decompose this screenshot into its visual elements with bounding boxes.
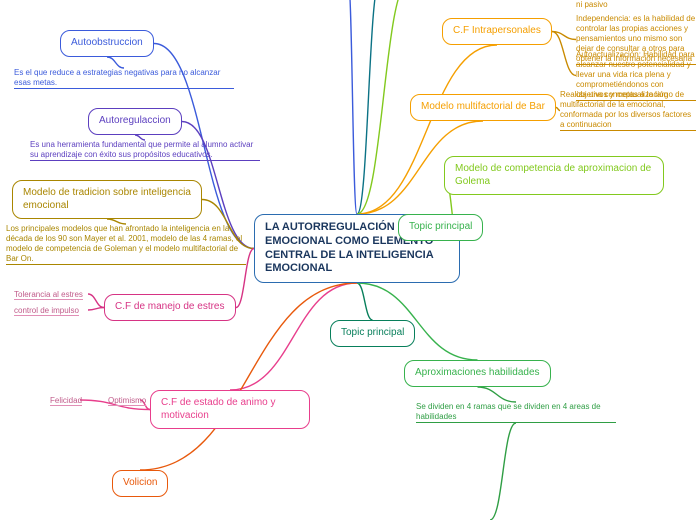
- node-animo[interactable]: C.F de estado de animo y motivacion: [150, 390, 310, 429]
- node-tp2[interactable]: Topic principal: [330, 320, 415, 347]
- node-volicion[interactable]: Volicion: [112, 470, 168, 497]
- tag-label: control de impulso: [14, 306, 79, 316]
- node-autoob[interactable]: Autoobstruccion: [60, 30, 154, 57]
- detail-text: Se dividen en 4 ramas que se dividen en …: [416, 402, 616, 423]
- detail-text: Realiza una conceptualización multifacto…: [560, 90, 696, 131]
- node-bar[interactable]: Modelo multifactorial de Bar: [410, 94, 556, 121]
- node-aprox[interactable]: Aproximaciones habilidades: [404, 360, 551, 387]
- node-intra[interactable]: C.F Intrapersonales: [442, 18, 552, 45]
- node-golema[interactable]: Modelo de competencia de aproximacion de…: [444, 156, 664, 195]
- node-tradicion[interactable]: Modelo de tradicion sobre inteligencia e…: [12, 180, 202, 219]
- detail-text: Es el que reduce a estrategias negativas…: [14, 68, 234, 89]
- tag-label: Tolerancia al estres: [14, 290, 83, 300]
- detail-text: Los principales modelos que han afrontad…: [6, 224, 246, 265]
- tag-label: Felicidad: [50, 396, 82, 406]
- detail-text: Es una herramienta fundamental que permi…: [30, 140, 260, 161]
- detail-text: ni pasivo: [576, 0, 608, 10]
- node-tp1[interactable]: Topic principal: [398, 214, 483, 241]
- node-manejo[interactable]: C.F de manejo de estres: [104, 294, 236, 321]
- node-autoreg[interactable]: Autoregulaccion: [88, 108, 182, 135]
- tag-label: Optimismo: [108, 396, 146, 406]
